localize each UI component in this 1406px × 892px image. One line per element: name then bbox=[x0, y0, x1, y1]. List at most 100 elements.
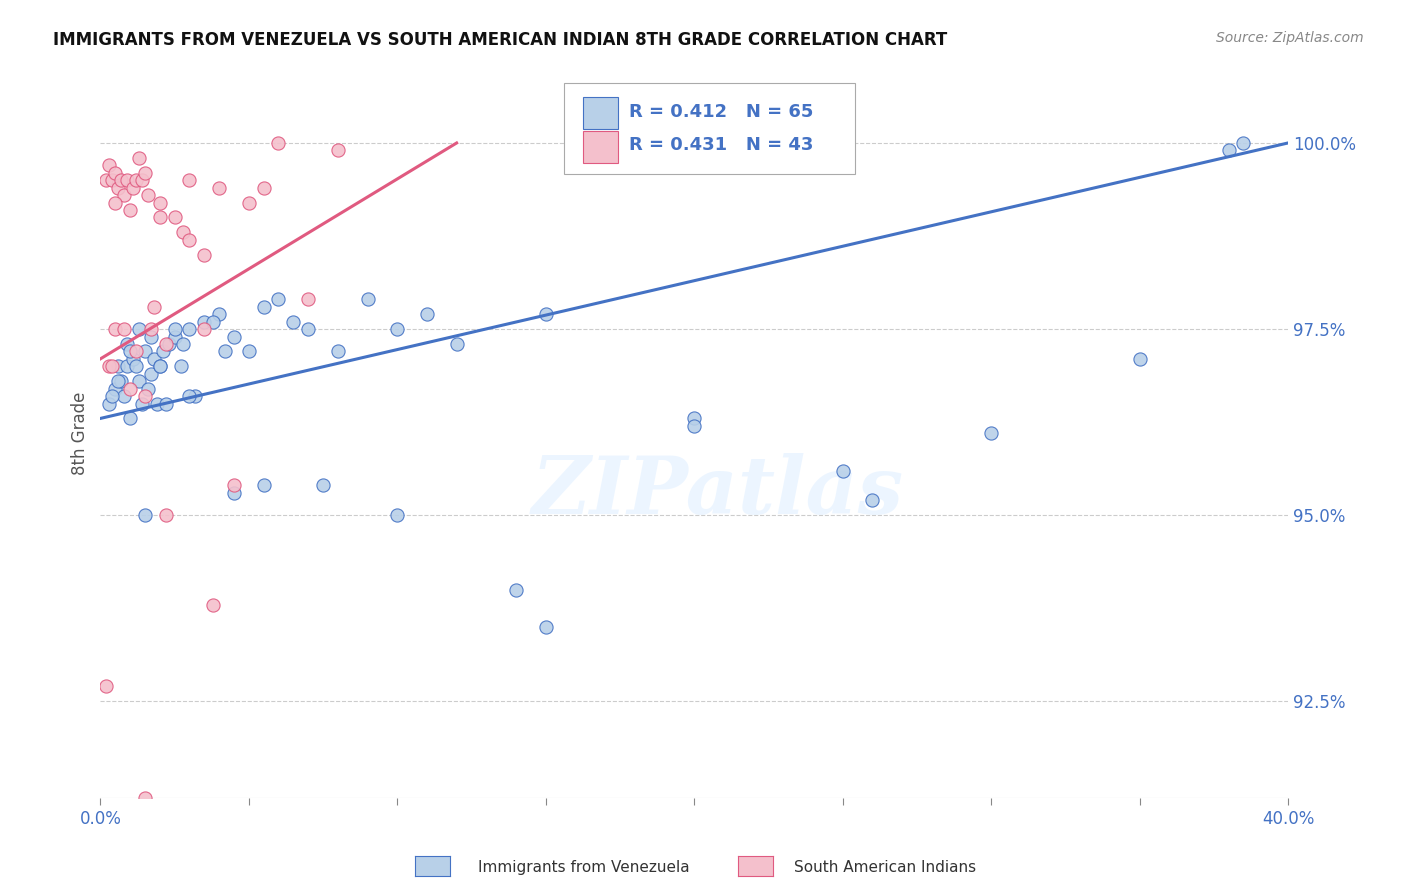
Point bbox=[238, 195, 260, 210]
Point bbox=[169, 359, 191, 374]
Point bbox=[208, 307, 231, 321]
Point bbox=[193, 315, 215, 329]
Point bbox=[446, 337, 468, 351]
Point bbox=[208, 180, 231, 194]
Point bbox=[112, 188, 135, 202]
Point bbox=[149, 359, 172, 374]
Text: IMMIGRANTS FROM VENEZUELA VS SOUTH AMERICAN INDIAN 8TH GRADE CORRELATION CHART: IMMIGRANTS FROM VENEZUELA VS SOUTH AMERI… bbox=[53, 31, 948, 49]
Point bbox=[179, 322, 201, 336]
Text: R = 0.431   N = 43: R = 0.431 N = 43 bbox=[628, 136, 813, 154]
Point bbox=[101, 173, 124, 187]
Point bbox=[104, 322, 127, 336]
Point bbox=[387, 322, 409, 336]
Point bbox=[155, 508, 177, 523]
Point bbox=[253, 300, 276, 314]
Point bbox=[115, 337, 138, 351]
Point bbox=[267, 136, 290, 150]
Point bbox=[193, 247, 215, 261]
Point bbox=[142, 300, 165, 314]
Y-axis label: 8th Grade: 8th Grade bbox=[72, 392, 89, 475]
Point bbox=[222, 329, 245, 343]
Point bbox=[131, 173, 153, 187]
Point bbox=[356, 293, 378, 307]
Point bbox=[152, 344, 174, 359]
Point bbox=[122, 180, 145, 194]
Point bbox=[110, 374, 132, 388]
Point bbox=[115, 173, 138, 187]
Point bbox=[149, 195, 172, 210]
Point bbox=[238, 344, 260, 359]
Point bbox=[253, 478, 276, 492]
Point bbox=[139, 322, 162, 336]
Point bbox=[101, 359, 124, 374]
Point bbox=[115, 359, 138, 374]
Point bbox=[104, 195, 127, 210]
Text: Source: ZipAtlas.com: Source: ZipAtlas.com bbox=[1216, 31, 1364, 45]
Point bbox=[157, 337, 180, 351]
Point bbox=[128, 374, 150, 388]
Point bbox=[184, 389, 207, 403]
Point bbox=[125, 344, 148, 359]
Point bbox=[118, 202, 141, 217]
Point bbox=[128, 322, 150, 336]
Point bbox=[416, 307, 439, 321]
Point bbox=[202, 598, 225, 612]
Point bbox=[134, 508, 156, 523]
FancyBboxPatch shape bbox=[582, 97, 619, 129]
Point bbox=[193, 843, 215, 857]
Point bbox=[163, 211, 186, 225]
Point bbox=[134, 344, 156, 359]
FancyBboxPatch shape bbox=[564, 83, 855, 174]
Point bbox=[139, 367, 162, 381]
Text: South American Indians: South American Indians bbox=[794, 860, 977, 874]
Point bbox=[134, 791, 156, 805]
Point bbox=[149, 359, 172, 374]
Point bbox=[96, 173, 118, 187]
Point bbox=[253, 180, 276, 194]
Point bbox=[163, 329, 186, 343]
Point bbox=[145, 396, 167, 410]
Point bbox=[122, 351, 145, 366]
Point bbox=[98, 396, 121, 410]
Point bbox=[326, 144, 349, 158]
Point bbox=[505, 582, 527, 597]
Point bbox=[118, 344, 141, 359]
Point bbox=[155, 396, 177, 410]
Point bbox=[101, 389, 124, 403]
Point bbox=[179, 233, 201, 247]
Point bbox=[173, 225, 195, 239]
Point bbox=[312, 478, 335, 492]
Point bbox=[267, 293, 290, 307]
Point bbox=[112, 389, 135, 403]
Point bbox=[96, 680, 118, 694]
Point bbox=[142, 351, 165, 366]
Point bbox=[283, 315, 305, 329]
Point bbox=[98, 359, 121, 374]
Point bbox=[831, 464, 853, 478]
Point bbox=[149, 211, 172, 225]
Point bbox=[1128, 351, 1150, 366]
Point bbox=[155, 337, 177, 351]
Point bbox=[98, 158, 121, 172]
Point bbox=[107, 374, 129, 388]
Point bbox=[179, 389, 201, 403]
Point bbox=[163, 322, 186, 336]
Point bbox=[1218, 144, 1240, 158]
Point bbox=[173, 337, 195, 351]
Point bbox=[104, 382, 127, 396]
Point bbox=[214, 344, 236, 359]
Point bbox=[326, 344, 349, 359]
Point bbox=[136, 188, 159, 202]
Point bbox=[297, 322, 319, 336]
Point bbox=[118, 411, 141, 425]
FancyBboxPatch shape bbox=[582, 130, 619, 162]
Point bbox=[136, 382, 159, 396]
Point bbox=[104, 166, 127, 180]
Point bbox=[534, 620, 557, 634]
Point bbox=[980, 426, 1002, 441]
Point bbox=[222, 478, 245, 492]
Text: Immigrants from Venezuela: Immigrants from Venezuela bbox=[478, 860, 690, 874]
Point bbox=[534, 307, 557, 321]
Point bbox=[860, 493, 883, 508]
Point bbox=[179, 173, 201, 187]
